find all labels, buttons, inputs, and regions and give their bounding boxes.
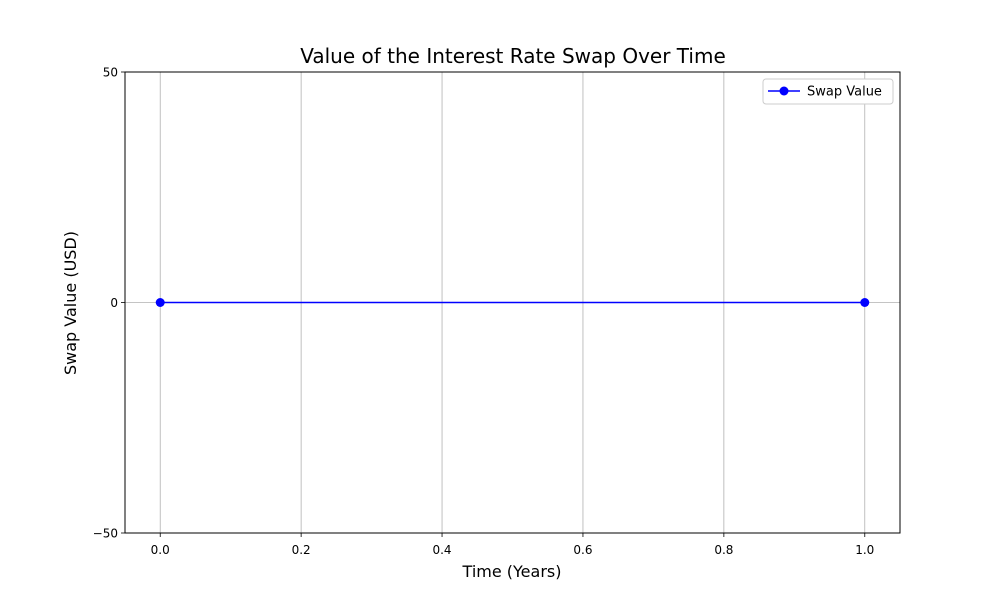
legend: Swap Value [762,78,894,105]
chart-title: Value of the Interest Rate Swap Over Tim… [300,44,726,68]
x-tick-label: 1.0 [855,543,874,557]
y-axis-ticks: −50 0 50 [93,66,125,541]
x-axis-label: Time (Years) [462,562,562,581]
x-tick-label: 0.4 [432,543,451,557]
data-point [155,298,165,307]
y-tick-label: −50 [93,527,118,541]
legend-marker-swap-value [779,86,789,96]
x-tick-label: 0.0 [151,543,170,557]
y-tick-label: 50 [103,66,118,80]
x-tick-label: 0.8 [714,543,733,557]
series-layer [155,298,870,307]
y-axis-label: Swap Value (USD) [61,231,80,375]
x-tick-label: 0.6 [573,543,592,557]
legend-label-swap-value: Swap Value [807,85,882,100]
data-point [860,298,870,307]
x-axis-ticks: 0.0 0.2 0.4 0.6 0.8 1.0 [151,533,874,557]
y-tick-label: 0 [110,296,118,310]
x-tick-label: 0.2 [292,543,311,557]
legend-box [762,78,894,105]
